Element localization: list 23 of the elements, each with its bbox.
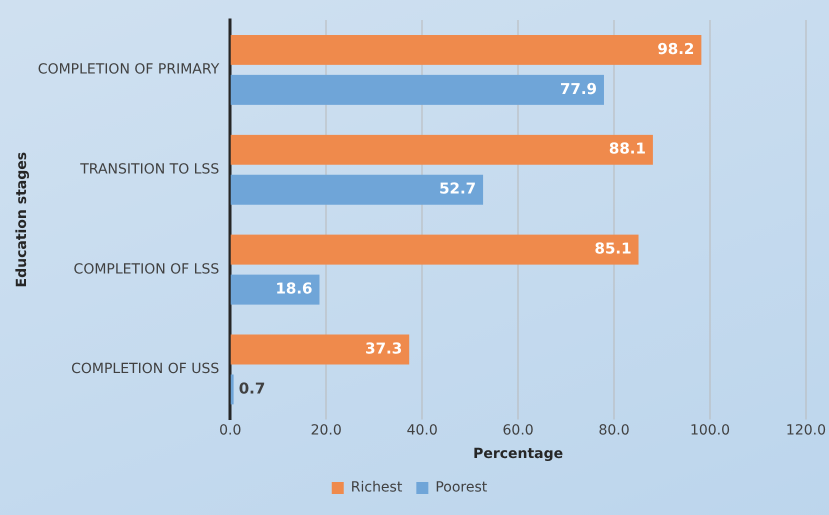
x-tick-label: 120.0 (786, 422, 826, 438)
data-label: 85.1 (594, 240, 632, 258)
x-tick-label: 40.0 (406, 422, 438, 438)
y-tick-label: COMPLETION OF LSS (74, 261, 220, 278)
data-label: 18.6 (275, 279, 312, 298)
y-tick-label: COMPLETION OF USS (71, 361, 220, 378)
legend-label: Richest (350, 480, 403, 496)
data-label: 77.9 (560, 80, 597, 98)
data-label: 0.7 (238, 379, 266, 398)
x-tick-label: 80.0 (598, 422, 630, 438)
x-tick-label: 100.0 (690, 422, 730, 438)
x-axis-title: Percentage (473, 446, 564, 462)
legend-label: Poorest (435, 480, 488, 496)
y-tick-label: COMPLETION OF PRIMARY (38, 62, 220, 78)
x-tick-label: 60.0 (502, 422, 534, 438)
data-label: 52.7 (439, 180, 476, 198)
data-label: 88.1 (608, 140, 646, 158)
y-tick-label: TRANSITION TO LSS (79, 161, 220, 178)
y-axis-title: Education stages (14, 152, 30, 288)
x-tick-label: 20.0 (310, 422, 342, 438)
data-label: 98.2 (657, 40, 694, 58)
data-label: 37.3 (365, 339, 402, 358)
x-tick-label: 0.0 (219, 422, 242, 438)
